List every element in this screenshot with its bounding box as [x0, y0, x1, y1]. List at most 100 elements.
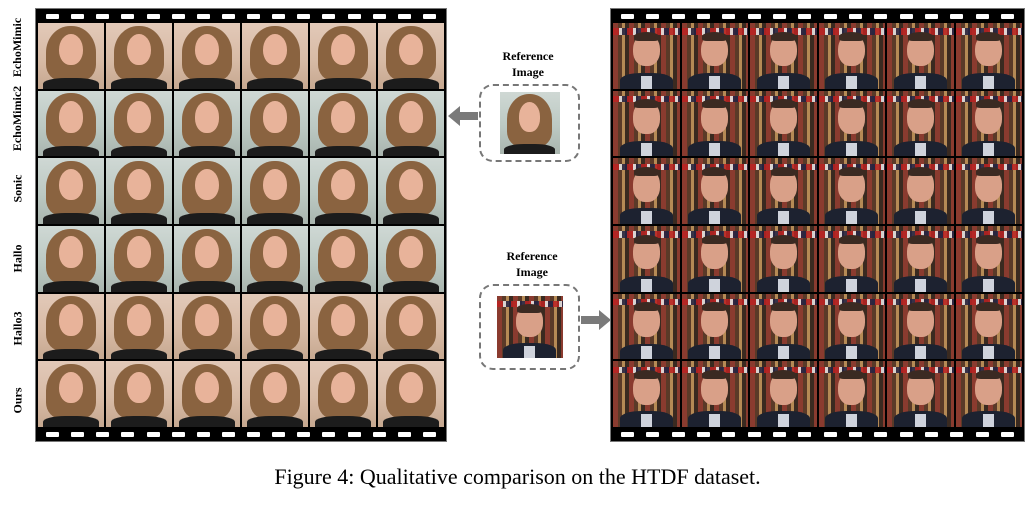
video-frame	[242, 90, 308, 157]
video-frame	[242, 225, 308, 292]
sprocket-hole	[322, 13, 336, 19]
video-frame	[613, 158, 680, 224]
sprocket-hole	[874, 431, 888, 437]
reference-box-bottom	[479, 284, 580, 370]
video-frame	[106, 90, 172, 157]
video-frame	[310, 158, 376, 224]
video-frame	[310, 361, 376, 427]
sprocket-hole	[671, 431, 685, 437]
sprocket-hole	[697, 13, 711, 19]
sprocket-hole	[422, 13, 436, 19]
video-frame	[174, 90, 240, 157]
sprocket-hole	[874, 13, 888, 19]
video-frame	[378, 293, 444, 360]
video-frame	[681, 158, 748, 224]
video-frame	[106, 23, 172, 89]
video-frame	[681, 361, 748, 427]
left-frame-grid	[38, 23, 444, 427]
sprocket-hole	[773, 431, 787, 437]
sprocket-hole	[722, 431, 736, 437]
sprocket-hole	[621, 431, 635, 437]
video-frame	[174, 23, 240, 89]
row-label-echomimic2: EchoMimic2	[10, 85, 25, 151]
sprocket-hole	[924, 431, 938, 437]
arrow-left-icon	[448, 106, 478, 126]
sprocket-hole	[924, 13, 938, 19]
sprocket-hole	[697, 431, 711, 437]
sprocket-hole	[46, 431, 60, 437]
video-frame	[613, 293, 680, 360]
arrow-right-icon	[581, 310, 611, 330]
sprocket-hole	[798, 431, 812, 437]
row-label-ours: Ours	[10, 386, 25, 414]
video-frame	[174, 361, 240, 427]
sprocket-hole	[950, 13, 964, 19]
video-frame	[378, 90, 444, 157]
sprocket-hole	[297, 13, 311, 19]
sprocket-hole	[71, 431, 85, 437]
video-frame	[887, 90, 954, 157]
sprocket-hole	[975, 431, 989, 437]
video-frame	[38, 293, 104, 360]
video-frame	[818, 158, 885, 224]
video-frame	[38, 23, 104, 89]
right-film-strip	[610, 8, 1025, 442]
sprocket-hole	[272, 13, 286, 19]
video-frame	[681, 90, 748, 157]
sprocket-hole	[823, 431, 837, 437]
video-frame	[38, 90, 104, 157]
video-frame	[38, 361, 104, 427]
sprocket-hole	[621, 13, 635, 19]
sprocket-hole	[397, 13, 411, 19]
video-frame	[955, 225, 1022, 292]
sprocket-hole	[422, 431, 436, 437]
reference-title-top: Reference Image	[502, 49, 554, 79]
sprocket-hole	[146, 13, 160, 19]
video-frame	[106, 158, 172, 224]
sprocket-hole	[96, 431, 110, 437]
video-frame	[681, 225, 748, 292]
video-frame	[174, 293, 240, 360]
sprocket-hole	[823, 13, 837, 19]
row-label-hallo: Hallo	[10, 243, 25, 273]
video-frame	[750, 158, 817, 224]
sprocket-hole	[747, 431, 761, 437]
video-frame	[310, 23, 376, 89]
sprocket-hole	[146, 431, 160, 437]
row-label-hallo3: Hallo3	[10, 310, 25, 346]
sprocket-hole	[347, 13, 361, 19]
sprocket-hole	[71, 13, 85, 19]
video-frame	[887, 361, 954, 427]
sprocket-hole	[322, 431, 336, 437]
video-frame	[242, 23, 308, 89]
reference-image-male	[496, 296, 563, 358]
sprocket-hole	[121, 431, 135, 437]
sprocket-hole	[372, 431, 386, 437]
sprocket-hole	[247, 13, 261, 19]
sprocket-hole	[247, 431, 261, 437]
right-frame-grid	[613, 23, 1022, 427]
video-frame	[750, 23, 817, 89]
video-frame	[174, 158, 240, 224]
video-frame	[750, 361, 817, 427]
sprocket-hole	[121, 13, 135, 19]
video-frame	[818, 225, 885, 292]
sprocket-hole	[1000, 13, 1014, 19]
sprocket-hole	[221, 13, 235, 19]
video-frame	[310, 225, 376, 292]
video-frame	[750, 225, 817, 292]
video-frame	[613, 23, 680, 89]
film-sprockets-bottom	[36, 430, 446, 438]
video-frame	[242, 361, 308, 427]
video-frame	[310, 90, 376, 157]
sprocket-hole	[372, 13, 386, 19]
video-frame	[613, 90, 680, 157]
sprocket-hole	[975, 13, 989, 19]
figure-caption: Figure 4: Qualitative comparison on the …	[274, 464, 761, 489]
video-frame	[955, 158, 1022, 224]
film-sprockets-top	[611, 12, 1024, 20]
sprocket-hole	[347, 431, 361, 437]
sprocket-hole	[646, 431, 660, 437]
sprocket-hole	[272, 431, 286, 437]
sprocket-hole	[196, 13, 210, 19]
